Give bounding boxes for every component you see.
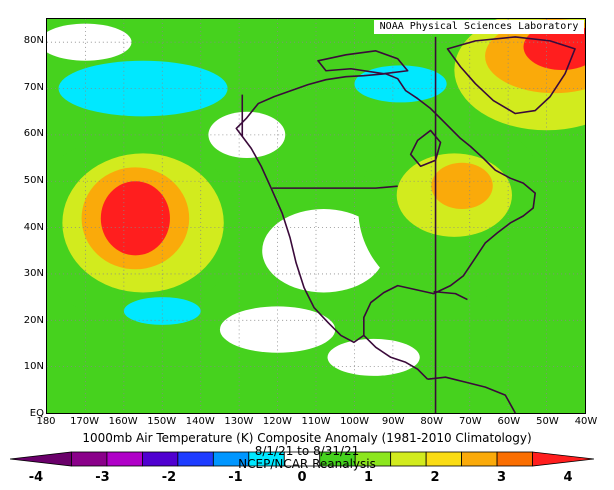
- colorbar-tick-label: 2: [430, 470, 440, 485]
- greenland-outline: [446, 36, 576, 115]
- colorbar-tick-label: 0: [297, 470, 307, 485]
- map-frame: [46, 18, 586, 414]
- lon-tick-label: 40W: [574, 416, 598, 427]
- lon-tick-label: 80W: [420, 416, 444, 427]
- neutral-area: [47, 23, 132, 61]
- lat-tick-label: 30N: [23, 268, 44, 280]
- lat-tick-label: 40N: [23, 221, 44, 233]
- lon-tick-label: 90W: [381, 416, 405, 427]
- cuba-outline: [433, 290, 468, 301]
- lat-tick-label: 60N: [23, 128, 44, 140]
- lon-tick-label: 50W: [536, 416, 559, 427]
- colorbar-tick-label: 4: [563, 470, 573, 485]
- colorbar-tick-label: -1: [228, 470, 243, 485]
- lat-tick-label: 70N: [23, 81, 44, 93]
- arctic-islands-outline: [317, 50, 409, 75]
- lat-tick-label: 10N: [23, 361, 44, 373]
- lon-tick-label: 60W: [497, 416, 521, 427]
- coastlines: [235, 36, 576, 413]
- date-range: 8/1/21 to 8/31/21: [254, 444, 360, 458]
- colorbar-tick-label: -2: [161, 470, 177, 485]
- lat-tick-label: 80N: [23, 35, 44, 47]
- anomaly-region: [100, 181, 170, 256]
- lon-tick-label: 180: [36, 416, 56, 427]
- colorbar: [10, 451, 594, 467]
- anomaly-map: [47, 19, 585, 413]
- lon-tick-label: 100W: [340, 416, 370, 427]
- lat-tick-label: 20N: [23, 314, 44, 326]
- neutral-area: [262, 209, 386, 293]
- lat-tick-label: 50N: [23, 175, 44, 187]
- lon-tick-label: 110W: [301, 416, 331, 427]
- lon-tick-label: 120W: [262, 416, 292, 427]
- lon-tick-label: 70W: [458, 416, 482, 427]
- north-america-outline: [235, 72, 536, 344]
- dataset-label: NCEP/NCAR Reanalysis: [238, 457, 376, 471]
- lon-tick-label: 150W: [147, 416, 177, 427]
- lon-tick-label: 140W: [185, 416, 215, 427]
- colorbar-tick-label: 1: [363, 470, 374, 485]
- us-canada-border: [272, 185, 398, 189]
- anomaly-region: [523, 23, 585, 70]
- anomaly-region: [431, 162, 493, 210]
- lon-tick-label: 170W: [70, 416, 100, 427]
- south-america-outline: [427, 376, 516, 413]
- colorbar-tick-label: -4: [28, 470, 44, 485]
- colorbar-tick-label: 3: [496, 470, 507, 485]
- lon-tick-label: 130W: [224, 416, 254, 427]
- central-america-outline: [363, 334, 429, 380]
- lon-tick-label: 160W: [108, 416, 138, 427]
- colorbar-bin: [532, 451, 594, 467]
- credit-label: NOAA Physical Sciences Laboratory: [374, 20, 584, 34]
- anomaly-region: [123, 297, 201, 325]
- map-title: 1000mb Air Temperature (K) Composite Ano…: [82, 431, 532, 445]
- lat-tick-label: EQ: [29, 408, 44, 419]
- colorbar-tick-label: -3: [95, 470, 110, 485]
